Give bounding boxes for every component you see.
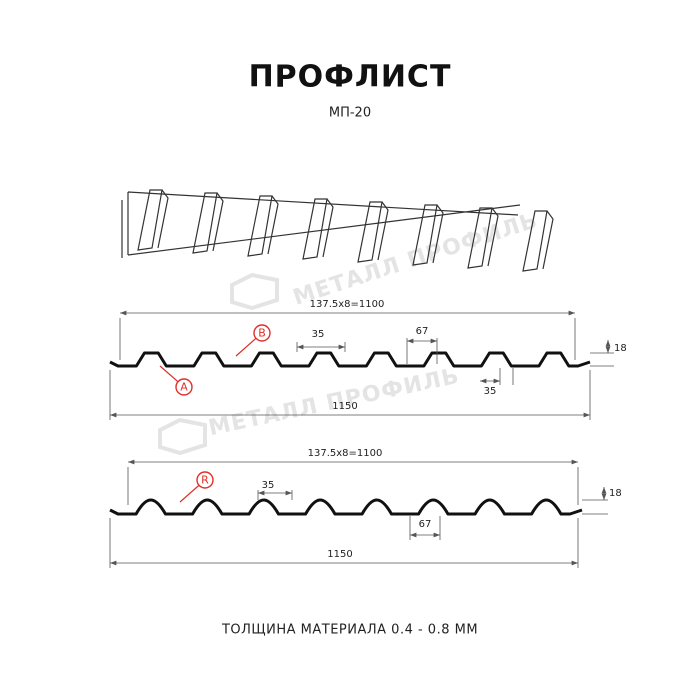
dimension-label: 67	[416, 326, 429, 337]
sheet-rib	[412, 204, 444, 266]
sheet-rib	[192, 192, 224, 254]
marker-circle	[196, 471, 214, 489]
marker-circle	[253, 324, 271, 342]
sheet-rib	[357, 201, 389, 263]
sheet-outline	[121, 191, 521, 258]
watermark-logo	[158, 272, 279, 456]
sheet-rib	[302, 198, 334, 260]
marker-label: R	[201, 474, 209, 487]
sheet-rib	[137, 189, 169, 251]
dimension-label: 18	[614, 343, 627, 354]
marker-circle	[175, 378, 193, 396]
dimension-label: 137.5x8=1100	[308, 448, 383, 459]
sheet-rib	[467, 207, 499, 269]
dimension-label: 18	[609, 488, 622, 499]
sheet-rib	[247, 195, 279, 257]
profile-rounded: 137.5x8=1100 35 67 18 1150 R	[109, 448, 622, 568]
marker-label: A	[180, 381, 188, 394]
dimension-label: 35	[484, 386, 497, 397]
title: ПРОФЛИСТ	[249, 60, 452, 95]
sheet-rib	[522, 210, 554, 272]
dimension-label: 1150	[327, 549, 352, 560]
sheet-3d	[121, 189, 554, 272]
dimension-label: 137.5x8=1100	[310, 299, 385, 310]
dimension-label: 35	[312, 329, 325, 340]
dimension-label: 35	[262, 480, 275, 491]
watermark: МЕТАЛЛ ПРОФИЛЬ	[290, 208, 541, 311]
marker-label: B	[258, 327, 266, 340]
footer-note: ТОЛЩИНА МАТЕРИАЛА 0.4 - 0.8 ММ	[221, 623, 478, 638]
subtitle: МП-20	[329, 106, 371, 121]
dimension-label: 67	[419, 519, 432, 530]
profile-trapezoid: 137.5x8=1100 35 67 35 18 1150 B A	[109, 299, 627, 420]
profile-line	[109, 351, 591, 368]
profile-line	[109, 498, 583, 516]
dimension-label: 1150	[332, 401, 357, 412]
